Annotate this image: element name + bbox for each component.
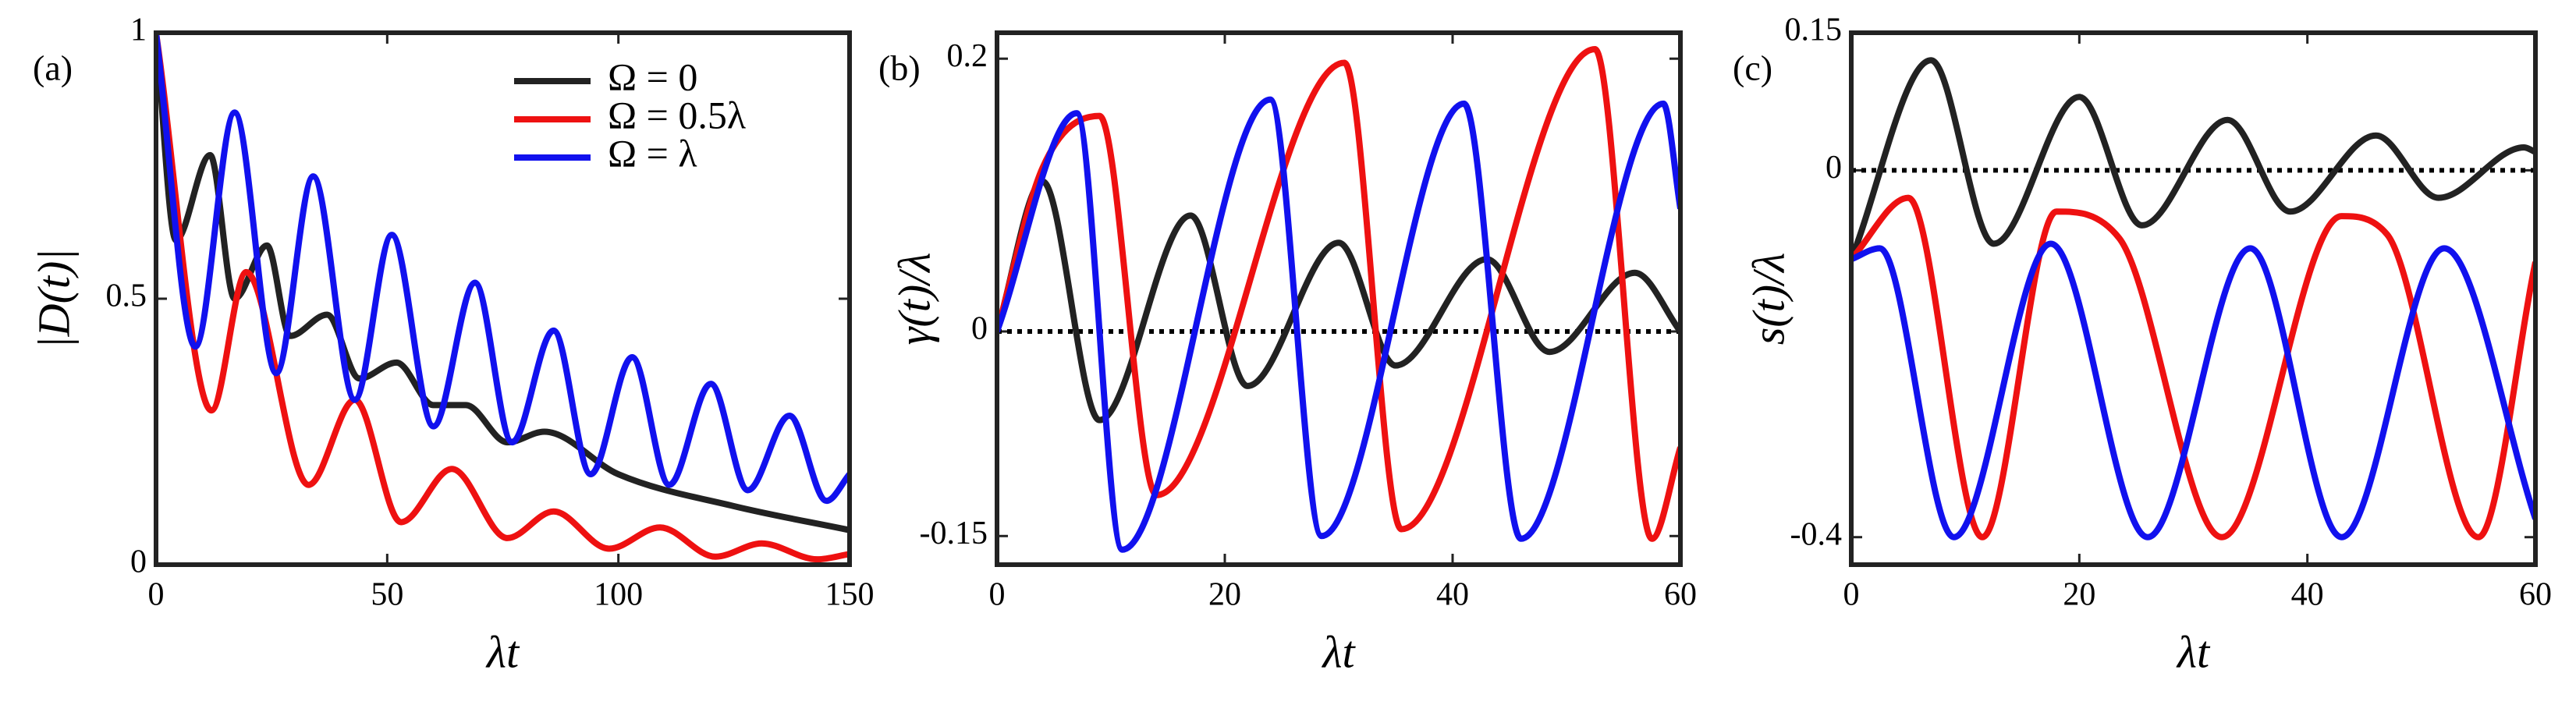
plot-frame (1849, 30, 2538, 567)
x-tick-label: 0 (148, 577, 165, 613)
y-tick-label: 0 (130, 544, 147, 580)
x-tick-label: 40 (2291, 577, 2324, 613)
x-tick-label: 50 (371, 577, 403, 613)
legend-label: Ω = λ (608, 131, 697, 175)
y-tick-label: 1 (130, 12, 147, 48)
y-tick-label: -0.4 (1790, 516, 1843, 552)
series-line (156, 33, 850, 533)
x-axis-label: λt (1321, 626, 1356, 677)
y-tick-label: 0.2 (947, 38, 988, 74)
panel-label: (a) (33, 48, 73, 88)
y-tick-label: 0 (1826, 150, 1842, 186)
plot-frame (154, 30, 852, 567)
series-line (1851, 194, 2535, 540)
x-tick-label: 40 (1436, 577, 1469, 613)
y-axis-label: γ(t)/λ (889, 253, 939, 346)
panel: 0 50 100 150 0 0.5 1 λt |D(t)| (a) Ω = 0Ω = 0.5λΩ … (28, 12, 874, 678)
series-line (1851, 57, 2535, 260)
y-tick-label: 0 (971, 311, 988, 347)
x-tick-label: 60 (1664, 577, 1697, 613)
x-tick-label: 60 (2519, 577, 2552, 613)
series-line (156, 33, 850, 563)
x-tick-label: 0 (1843, 577, 1860, 613)
x-axis-label: λt (485, 626, 520, 677)
panel-label: (b) (878, 48, 921, 88)
y-tick-label: 0.5 (106, 278, 147, 314)
plot-frame (995, 30, 1683, 567)
x-tick-label: 20 (1208, 577, 1241, 613)
x-tick-label: 150 (825, 577, 875, 613)
series-line (156, 33, 850, 505)
x-tick-label: 100 (594, 577, 643, 613)
series-line (997, 45, 1680, 542)
series-line (1851, 240, 2535, 540)
x-tick-label: 0 (989, 577, 1006, 613)
x-tick-label: 20 (2063, 577, 2095, 613)
legend-label: Ω = 0.5λ (608, 93, 746, 136)
y-tick-label: -0.15 (920, 516, 988, 551)
legend-label: Ω = 0 (608, 55, 697, 98)
y-tick-label: 0.15 (1785, 12, 1843, 48)
y-axis-label: s(t)/λ (1743, 253, 1794, 346)
x-axis-label: λt (2176, 626, 2211, 677)
y-axis-label: |D(t)| (28, 249, 79, 349)
panel-label: (c) (1733, 48, 1772, 88)
series-line (997, 96, 1680, 553)
